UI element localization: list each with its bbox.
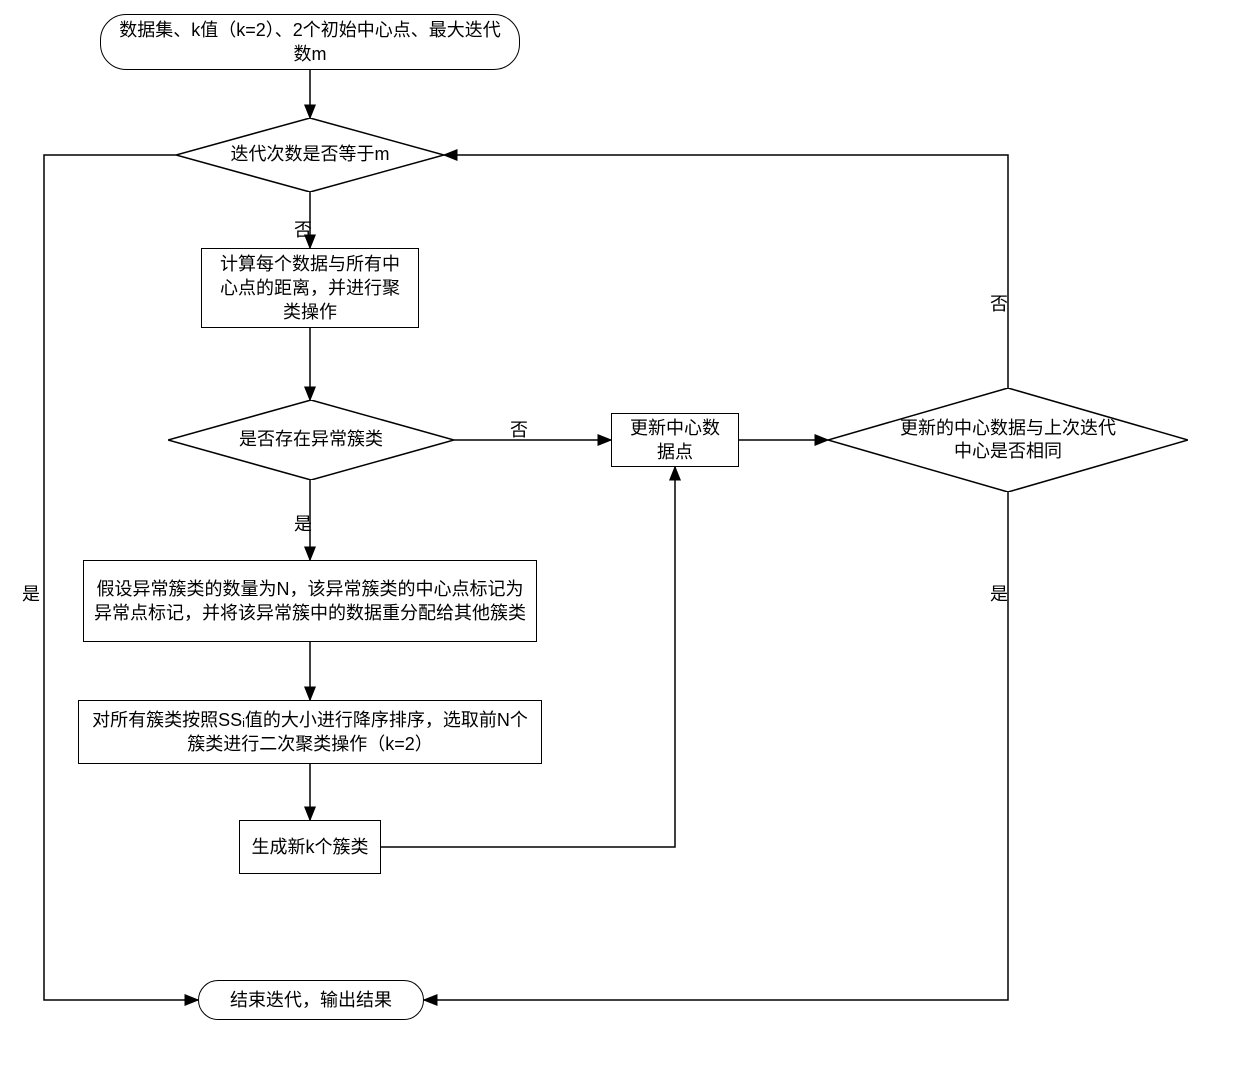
label-l_no1: 否 bbox=[294, 216, 312, 242]
node-d2: 是否存在异常簇类 bbox=[168, 400, 454, 480]
node-p3-label: 假设异常簇类的数量为N，该异常簇类的中心点标记为异常点标记，并将该异常簇中的数据… bbox=[94, 577, 526, 626]
label-l_yes3: 是 bbox=[990, 580, 1008, 606]
node-p4-label: 对所有簇类按照SSᵢ值的大小进行降序排序，选取前N个簇类进行二次聚类操作（k=2… bbox=[89, 708, 531, 757]
edge-d3-no-back-to-d1 bbox=[444, 155, 1008, 388]
node-p5: 生成新k个簇类 bbox=[239, 820, 381, 874]
edge-p5-to-p2 bbox=[381, 467, 675, 847]
node-d1: 迭代次数是否等于m bbox=[176, 118, 444, 192]
label-l_no3: 否 bbox=[990, 290, 1008, 316]
node-p1-label: 计算每个数据与所有中心点的距离，并进行聚类操作 bbox=[212, 252, 408, 325]
node-p5-label: 生成新k个簇类 bbox=[252, 835, 369, 859]
node-d2-label: 是否存在异常簇类 bbox=[168, 400, 454, 480]
node-p2: 更新中心数据点 bbox=[611, 413, 739, 467]
node-end-label: 结束迭代，输出结果 bbox=[230, 988, 392, 1012]
flowchart-canvas: 数据集、k值（k=2）、2个初始中心点、最大迭代数m 迭代次数是否等于m 计算每个数… bbox=[0, 0, 1240, 1067]
node-p3: 假设异常簇类的数量为N，该异常簇类的中心点标记为异常点标记，并将该异常簇中的数据… bbox=[83, 560, 537, 642]
node-end: 结束迭代，输出结果 bbox=[198, 980, 424, 1020]
node-p4: 对所有簇类按照SSᵢ值的大小进行降序排序，选取前N个簇类进行二次聚类操作（k=2… bbox=[78, 700, 542, 764]
node-d1-label: 迭代次数是否等于m bbox=[176, 118, 444, 192]
label-l_yes1: 是 bbox=[22, 580, 40, 606]
node-d3: 更新的中心数据与上次迭代中心是否相同 bbox=[828, 388, 1188, 492]
node-start-label: 数据集、k值（k=2）、2个初始中心点、最大迭代数m bbox=[111, 18, 509, 67]
label-l_yes2: 是 bbox=[294, 510, 312, 536]
label-l_no2: 否 bbox=[510, 416, 528, 442]
node-p2-label: 更新中心数据点 bbox=[622, 416, 728, 465]
node-start: 数据集、k值（k=2）、2个初始中心点、最大迭代数m bbox=[100, 14, 520, 70]
node-p1: 计算每个数据与所有中心点的距离，并进行聚类操作 bbox=[201, 248, 419, 328]
node-d3-label: 更新的中心数据与上次迭代中心是否相同 bbox=[828, 388, 1188, 492]
